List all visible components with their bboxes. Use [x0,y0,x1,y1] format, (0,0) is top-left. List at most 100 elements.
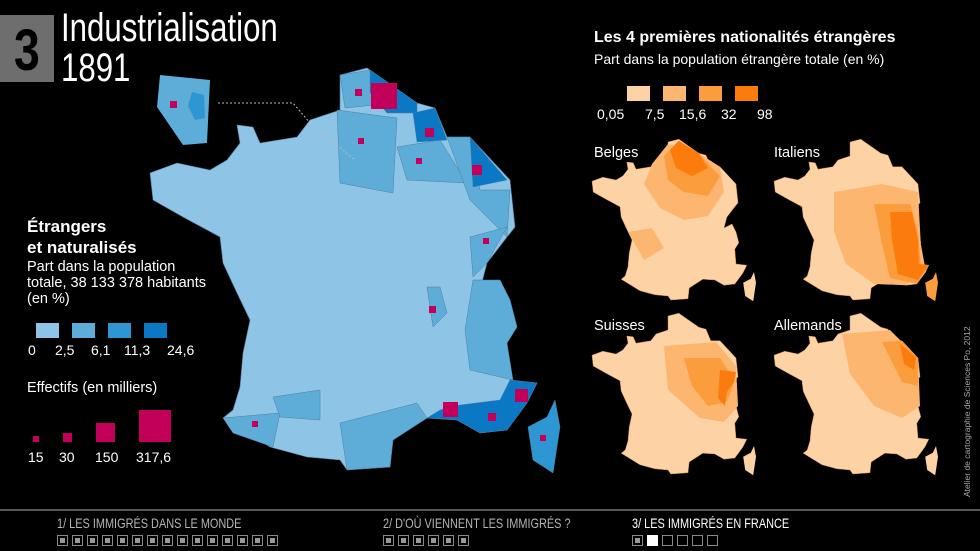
legend-title: Étrangers et naturalisés [27,216,137,258]
effectif-square [429,306,436,313]
legend-subtitle-line: Part dans la population [27,259,176,275]
effectif-square [425,128,434,137]
section-number-badge: 3 [0,15,54,83]
nav-pages-section-3 [632,535,718,546]
nav-page-button[interactable] [147,535,158,546]
nav-section-2[interactable]: 2/ D'OÙ VIENNENT LES IMMIGRÉS ? [383,515,571,531]
legend-title-line: Étrangers [27,217,107,236]
effectif-square [515,389,528,402]
nav-page-button[interactable] [252,535,263,546]
legend-break: 2,5 [55,342,75,358]
nationality-break: 32 [721,106,737,122]
legend-break: 24,6 [167,342,195,358]
effectif-legend-square [96,423,115,442]
nationality-swatch [627,86,650,101]
nav-page-button[interactable] [443,535,454,546]
credit-text: Atelier de cartographie de Sciences Po, … [962,326,972,497]
nav-page-button[interactable] [87,535,98,546]
nav-page-button[interactable] [398,535,409,546]
legend-title-line: et naturalisés [27,238,137,257]
map-suisses [591,312,756,476]
nav-pages-section-2 [383,535,469,546]
map-label-suisses: Suisses [594,318,645,334]
effectif-square [252,421,258,427]
nav-page-button[interactable] [117,535,128,546]
nav-section-3[interactable]: 3/ LES IMMIGRÉS EN FRANCE [632,515,790,531]
nav-page-button[interactable] [413,535,424,546]
nav-page-button[interactable] [632,535,643,546]
nav-page-button[interactable] [57,535,68,546]
section-number: 3 [14,18,40,83]
effectif-value: 317,6 [136,449,172,465]
nav-page-button[interactable] [72,535,83,546]
page-title: Industrialisation [61,6,278,50]
nav-page-button[interactable] [162,535,173,546]
map-label-allemands: Allemands [774,318,842,334]
nav-page-button[interactable] [177,535,188,546]
effectif-square [355,89,362,96]
effectif-square [358,138,364,144]
nav-section-1[interactable]: 1/ LES IMMIGRÉS DANS LE MONDE [57,515,242,531]
nav-page-button[interactable] [102,535,113,546]
nav-pages-section-1 [57,535,278,546]
nav-page-button[interactable] [692,535,703,546]
nav-page-button[interactable] [267,535,278,546]
legend-swatch [72,323,95,338]
legend-subtitle: Part dans la population totale, 38 133 3… [27,259,206,307]
paris-inset [157,75,210,145]
effectif-square [371,83,397,109]
effectif-square [443,402,458,417]
nationality-break: 15,6 [679,106,707,122]
france-map [149,67,561,474]
nav-page-button[interactable] [383,535,394,546]
nationalities-subtitle: Part dans la population étrangère totale… [594,51,885,67]
effectif-value: 150 [95,449,119,465]
nationality-swatch [699,86,722,101]
inset-leader-line [218,102,356,161]
nav-page-button[interactable] [458,535,469,546]
effectif-value: 15 [28,449,44,465]
effectif-legend-square [139,410,171,442]
nationality-break: 7,5 [645,106,665,122]
nav-page-button[interactable] [192,535,203,546]
nav-page-button[interactable] [237,535,248,546]
nav-page-button[interactable] [428,535,439,546]
page-year: 1891 [61,46,131,90]
nationality-break: 0,05 [597,106,625,122]
nav-divider [0,509,980,511]
effectif-legend-square [63,433,72,442]
nav-page-button[interactable] [222,535,233,546]
effectif-square [483,238,489,244]
nav-page-button[interactable] [132,535,143,546]
nationality-swatch [663,86,686,101]
effectifs-title: Effectifs (en milliers) [27,380,158,396]
nationalities-title: Les 4 premières nationalités étrangères [594,29,896,46]
legend-swatch [36,323,59,338]
legend-subtitle-line: (en %) [27,291,70,307]
effectif-value: 30 [59,449,75,465]
legend-break: 0 [28,342,36,358]
nav-page-button[interactable] [647,535,658,546]
map-label-italiens: Italiens [774,145,820,161]
map-italiens [773,138,938,302]
legend-subtitle-line: totale, 38 133 378 habitants [27,275,206,291]
effectif-square [472,165,482,175]
nationality-swatch [735,86,758,101]
medium-regions [222,69,518,471]
nav-page-button[interactable] [677,535,688,546]
map-allemands [773,312,938,476]
nationality-break: 98 [757,106,773,122]
effectif-square [416,158,422,164]
map-label-belges: Belges [594,145,639,161]
legend-swatch [144,323,167,338]
effectif-square [540,435,546,441]
nav-page-button[interactable] [707,535,718,546]
nav-page-button[interactable] [662,535,673,546]
legend-swatch [108,323,131,338]
map-belges [591,138,756,302]
nav-page-button[interactable] [207,535,218,546]
effectif-legend-square [33,436,39,442]
effectif-square [488,413,496,421]
